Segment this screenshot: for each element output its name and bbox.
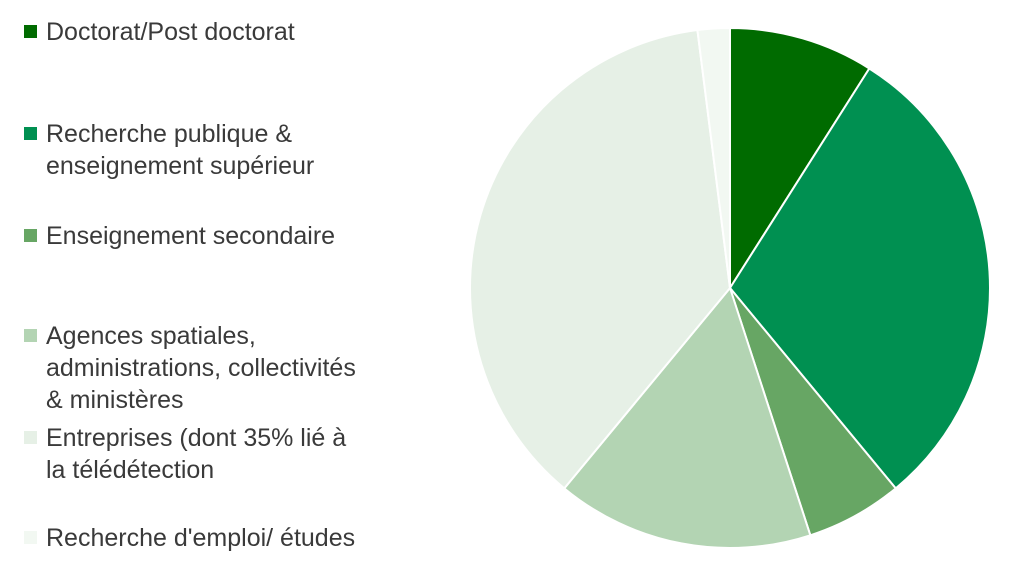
legend-item-recherche-publique: Recherche publique & enseignement supéri… bbox=[24, 118, 424, 182]
legend-swatch-agences-spatiales bbox=[24, 329, 37, 342]
legend-item-doctorat: Doctorat/Post doctorat bbox=[24, 16, 424, 48]
pie-chart bbox=[469, 27, 991, 549]
legend-swatch-recherche-publique bbox=[24, 127, 37, 140]
legend-label-recherche-publique: Recherche publique & enseignement supéri… bbox=[46, 120, 315, 180]
legend-item-entreprises: Entreprises (dont 35% lié à la télédétec… bbox=[24, 422, 424, 486]
legend-swatch-doctorat bbox=[24, 25, 37, 38]
legend-label-doctorat: Doctorat/Post doctorat bbox=[46, 18, 295, 46]
pie-slice-0 bbox=[729, 27, 871, 289]
legend-swatch-enseignement-secondaire bbox=[24, 229, 37, 242]
legend-label-enseignement-secondaire: Enseignement secondaire bbox=[46, 222, 336, 250]
legend-label-agences-spatiales: Agences spatiales, administrations, coll… bbox=[46, 322, 356, 414]
legend-label-recherche-emploi: Recherche d'emploi/ études bbox=[46, 524, 356, 552]
pie-slice-4 bbox=[469, 29, 731, 490]
chart-legend: Doctorat/Post doctorat Recherche publiqu… bbox=[0, 0, 430, 574]
legend-swatch-entreprises bbox=[24, 431, 37, 444]
legend-item-recherche-emploi: Recherche d'emploi/ études bbox=[24, 522, 424, 554]
legend-item-enseignement-secondaire: Enseignement secondaire bbox=[24, 220, 424, 252]
legend-item-agences-spatiales: Agences spatiales, administrations, coll… bbox=[24, 320, 424, 416]
pie-slice-5 bbox=[696, 27, 731, 289]
pie-slice-3 bbox=[563, 287, 812, 549]
pie-slice-1 bbox=[729, 67, 991, 490]
legend-swatch-recherche-emploi bbox=[24, 531, 37, 544]
legend-label-entreprises: Entreprises (dont 35% lié à la télédétec… bbox=[46, 424, 347, 484]
